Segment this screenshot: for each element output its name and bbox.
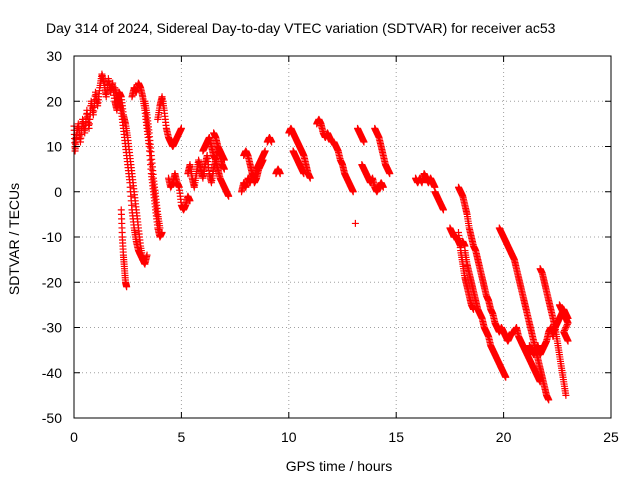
- x-tick-label: 5: [178, 429, 186, 445]
- data-point: [563, 320, 571, 328]
- y-tick-label: -10: [42, 229, 62, 245]
- y-tick-label: -50: [42, 410, 62, 426]
- data-point: [220, 156, 228, 164]
- series-arc-1: [70, 70, 151, 268]
- data-point: [351, 219, 359, 227]
- data-point: [177, 124, 185, 132]
- y-tick-label: -40: [42, 365, 62, 381]
- y-tick-label: -20: [42, 274, 62, 290]
- data-points: [70, 70, 572, 404]
- ticks: 0 5 10 15 20 25 -50 -40 -30 -20 -10 0 10 20 30: [42, 48, 619, 445]
- series-arc-22: [351, 219, 359, 227]
- x-tick-label: 15: [388, 429, 404, 445]
- data-point: [225, 192, 233, 200]
- data-point: [563, 322, 571, 330]
- x-axis-label: GPS time / hours: [286, 458, 393, 474]
- data-point: [139, 256, 147, 264]
- data-point: [259, 156, 267, 164]
- series-arc-31: [536, 265, 570, 399]
- data-point: [562, 324, 570, 331]
- series-arc-26: [454, 228, 478, 313]
- data-point: [379, 183, 387, 191]
- data-point: [276, 170, 284, 178]
- series-arc-19: [354, 124, 368, 146]
- data-point: [545, 396, 553, 404]
- series-arc-14: [272, 165, 284, 178]
- series-arc-27: [461, 247, 510, 381]
- data-point: [439, 206, 447, 214]
- y-axis-label: SDTVAR / TECUs: [6, 183, 22, 295]
- data-point: [564, 319, 572, 327]
- series-arc-12: [240, 147, 267, 187]
- data-point: [268, 138, 276, 146]
- series-arc-24: [431, 188, 447, 214]
- series-arc-20: [358, 161, 387, 196]
- series-arc-2: [111, 84, 147, 264]
- series-arc-4: [141, 97, 164, 232]
- y-tick-label: 10: [46, 139, 62, 155]
- series-arc-7: [165, 170, 194, 214]
- data-point: [306, 174, 314, 182]
- series-arc-5: [117, 206, 131, 291]
- y-tick-label: -30: [42, 320, 62, 336]
- data-point: [502, 373, 510, 381]
- data-point: [186, 197, 194, 205]
- series-arc-28: [454, 183, 516, 345]
- data-point: [220, 165, 228, 173]
- data-point: [360, 138, 368, 146]
- data-point: [158, 228, 166, 236]
- series-arc-10: [210, 129, 228, 164]
- y-tick-label: 20: [46, 93, 62, 109]
- x-tick-label: 20: [496, 429, 512, 445]
- x-tick-label: 25: [603, 429, 619, 445]
- data-point: [300, 170, 308, 178]
- data-point: [156, 224, 164, 232]
- data-point: [261, 147, 269, 155]
- data-point: [564, 337, 572, 345]
- data-point: [143, 251, 151, 259]
- series-arc-23: [412, 170, 439, 191]
- series-arc-30: [510, 324, 544, 386]
- x-tick-label: 0: [70, 429, 78, 445]
- data-point: [123, 283, 131, 291]
- x-tick-label: 10: [281, 429, 297, 445]
- series-arc-3: [128, 79, 166, 241]
- series-arc-9: [199, 133, 233, 200]
- series-arc-21: [371, 124, 394, 178]
- data-point: [536, 378, 544, 386]
- series-arc-33: [555, 301, 572, 345]
- series-arc-15: [285, 124, 314, 182]
- series-arc-16: [289, 147, 308, 178]
- y-tick-label: 0: [54, 184, 62, 200]
- series-arc-18: [330, 138, 357, 196]
- y-tick-label: 30: [46, 48, 62, 64]
- data-point: [386, 170, 394, 178]
- series-arc-13: [263, 133, 276, 146]
- data-point: [349, 188, 357, 196]
- series-arc-6: [154, 93, 185, 150]
- chart-title: Day 314 of 2024, Sidereal Day-to-day VTE…: [46, 20, 556, 36]
- series-arc-17: [313, 115, 336, 146]
- data-point: [562, 391, 570, 399]
